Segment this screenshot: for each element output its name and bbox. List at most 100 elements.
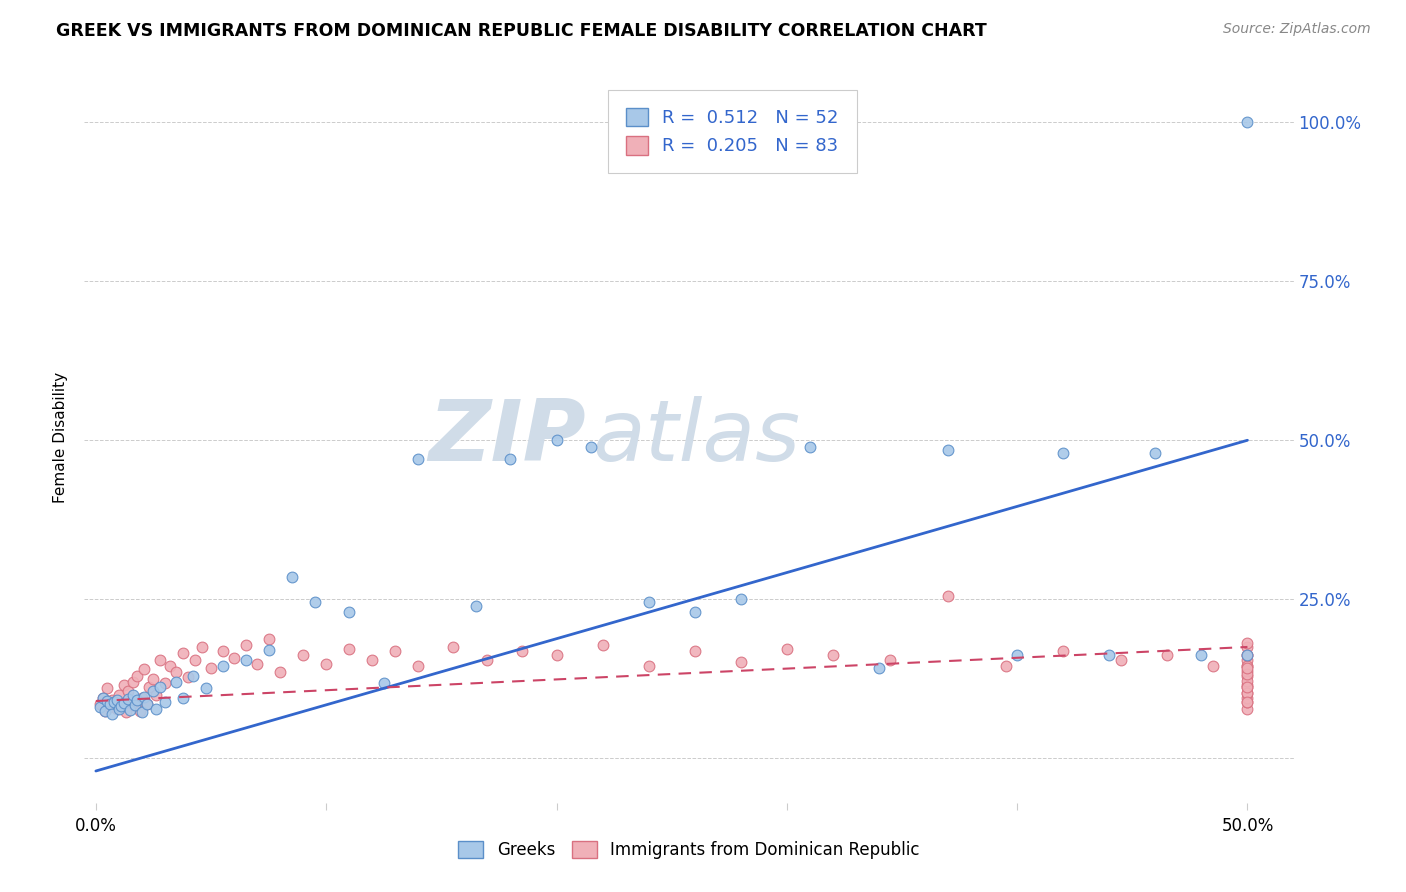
Point <box>105 692 128 706</box>
Point <box>1236 640 1258 654</box>
Point <box>1189 648 1212 663</box>
Point <box>1144 446 1167 460</box>
Point <box>134 690 156 705</box>
Point <box>112 678 135 692</box>
Point <box>1236 678 1258 692</box>
Point <box>304 595 326 609</box>
Point <box>94 704 117 718</box>
Point <box>149 680 172 694</box>
Point <box>292 648 315 663</box>
Point <box>181 668 204 682</box>
Point <box>373 676 395 690</box>
Point <box>1052 644 1074 658</box>
Point <box>1236 668 1258 682</box>
Point <box>1005 648 1028 663</box>
Point <box>235 638 257 652</box>
Point <box>200 661 222 675</box>
Point <box>1236 659 1258 673</box>
Point <box>121 675 143 690</box>
Point <box>683 644 706 658</box>
Point <box>149 653 172 667</box>
Point <box>195 681 218 696</box>
Point <box>1156 648 1178 663</box>
Point <box>222 650 245 665</box>
Point <box>510 644 533 658</box>
Point <box>211 659 233 673</box>
Point <box>868 661 890 675</box>
Point <box>124 699 146 714</box>
Point <box>153 695 176 709</box>
Point <box>936 442 959 457</box>
Point <box>91 690 114 705</box>
Point <box>211 644 233 658</box>
Point <box>91 690 114 705</box>
Point <box>683 605 706 619</box>
Text: Source: ZipAtlas.com: Source: ZipAtlas.com <box>1223 22 1371 37</box>
Point <box>117 684 139 698</box>
Point <box>936 589 959 603</box>
Point <box>408 659 430 673</box>
Point <box>1236 686 1258 700</box>
Point <box>257 643 280 657</box>
Point <box>546 648 568 663</box>
Point <box>103 695 125 709</box>
Point <box>98 697 121 711</box>
Point <box>1236 686 1258 700</box>
Point <box>124 698 146 713</box>
Point <box>108 688 131 702</box>
Point <box>1236 680 1258 694</box>
Point <box>1236 115 1258 129</box>
Point <box>96 694 118 708</box>
Point <box>103 695 125 709</box>
Point <box>799 440 821 454</box>
Point <box>637 595 659 609</box>
Point <box>1236 673 1258 688</box>
Point <box>172 646 194 660</box>
Point <box>464 599 486 613</box>
Point <box>280 570 302 584</box>
Point <box>1236 659 1258 673</box>
Point <box>159 659 181 673</box>
Point <box>135 697 157 711</box>
Point <box>134 662 156 676</box>
Point <box>131 690 153 705</box>
Point <box>246 657 269 672</box>
Point <box>1236 648 1258 663</box>
Point <box>145 701 167 715</box>
Point <box>441 640 464 654</box>
Point <box>1236 695 1258 709</box>
Point <box>361 653 384 667</box>
Point <box>177 670 200 684</box>
Point <box>1236 648 1258 663</box>
Point <box>579 440 602 454</box>
Point <box>142 672 165 686</box>
Point <box>1236 635 1258 649</box>
Point <box>1236 653 1258 667</box>
Point <box>408 452 430 467</box>
Point <box>89 700 111 714</box>
Point <box>120 694 142 708</box>
Point <box>337 641 360 656</box>
Point <box>1236 680 1258 694</box>
Point <box>172 690 194 705</box>
Point <box>114 706 136 720</box>
Point <box>98 700 121 714</box>
Point <box>776 641 799 656</box>
Point <box>127 693 149 707</box>
Point <box>128 704 150 718</box>
Point <box>1098 648 1121 663</box>
Point <box>821 648 844 663</box>
Point <box>1236 701 1258 715</box>
Point <box>235 653 257 667</box>
Point <box>1236 661 1258 675</box>
Point <box>730 592 752 607</box>
Point <box>1236 690 1258 705</box>
Point <box>315 657 337 672</box>
Point <box>96 681 118 696</box>
Point <box>1236 664 1258 678</box>
Point <box>108 701 131 715</box>
Point <box>110 699 132 714</box>
Point <box>153 676 176 690</box>
Legend: Greeks, Immigrants from Dominican Republic: Greeks, Immigrants from Dominican Republ… <box>450 833 928 868</box>
Y-axis label: Female Disability: Female Disability <box>53 371 69 503</box>
